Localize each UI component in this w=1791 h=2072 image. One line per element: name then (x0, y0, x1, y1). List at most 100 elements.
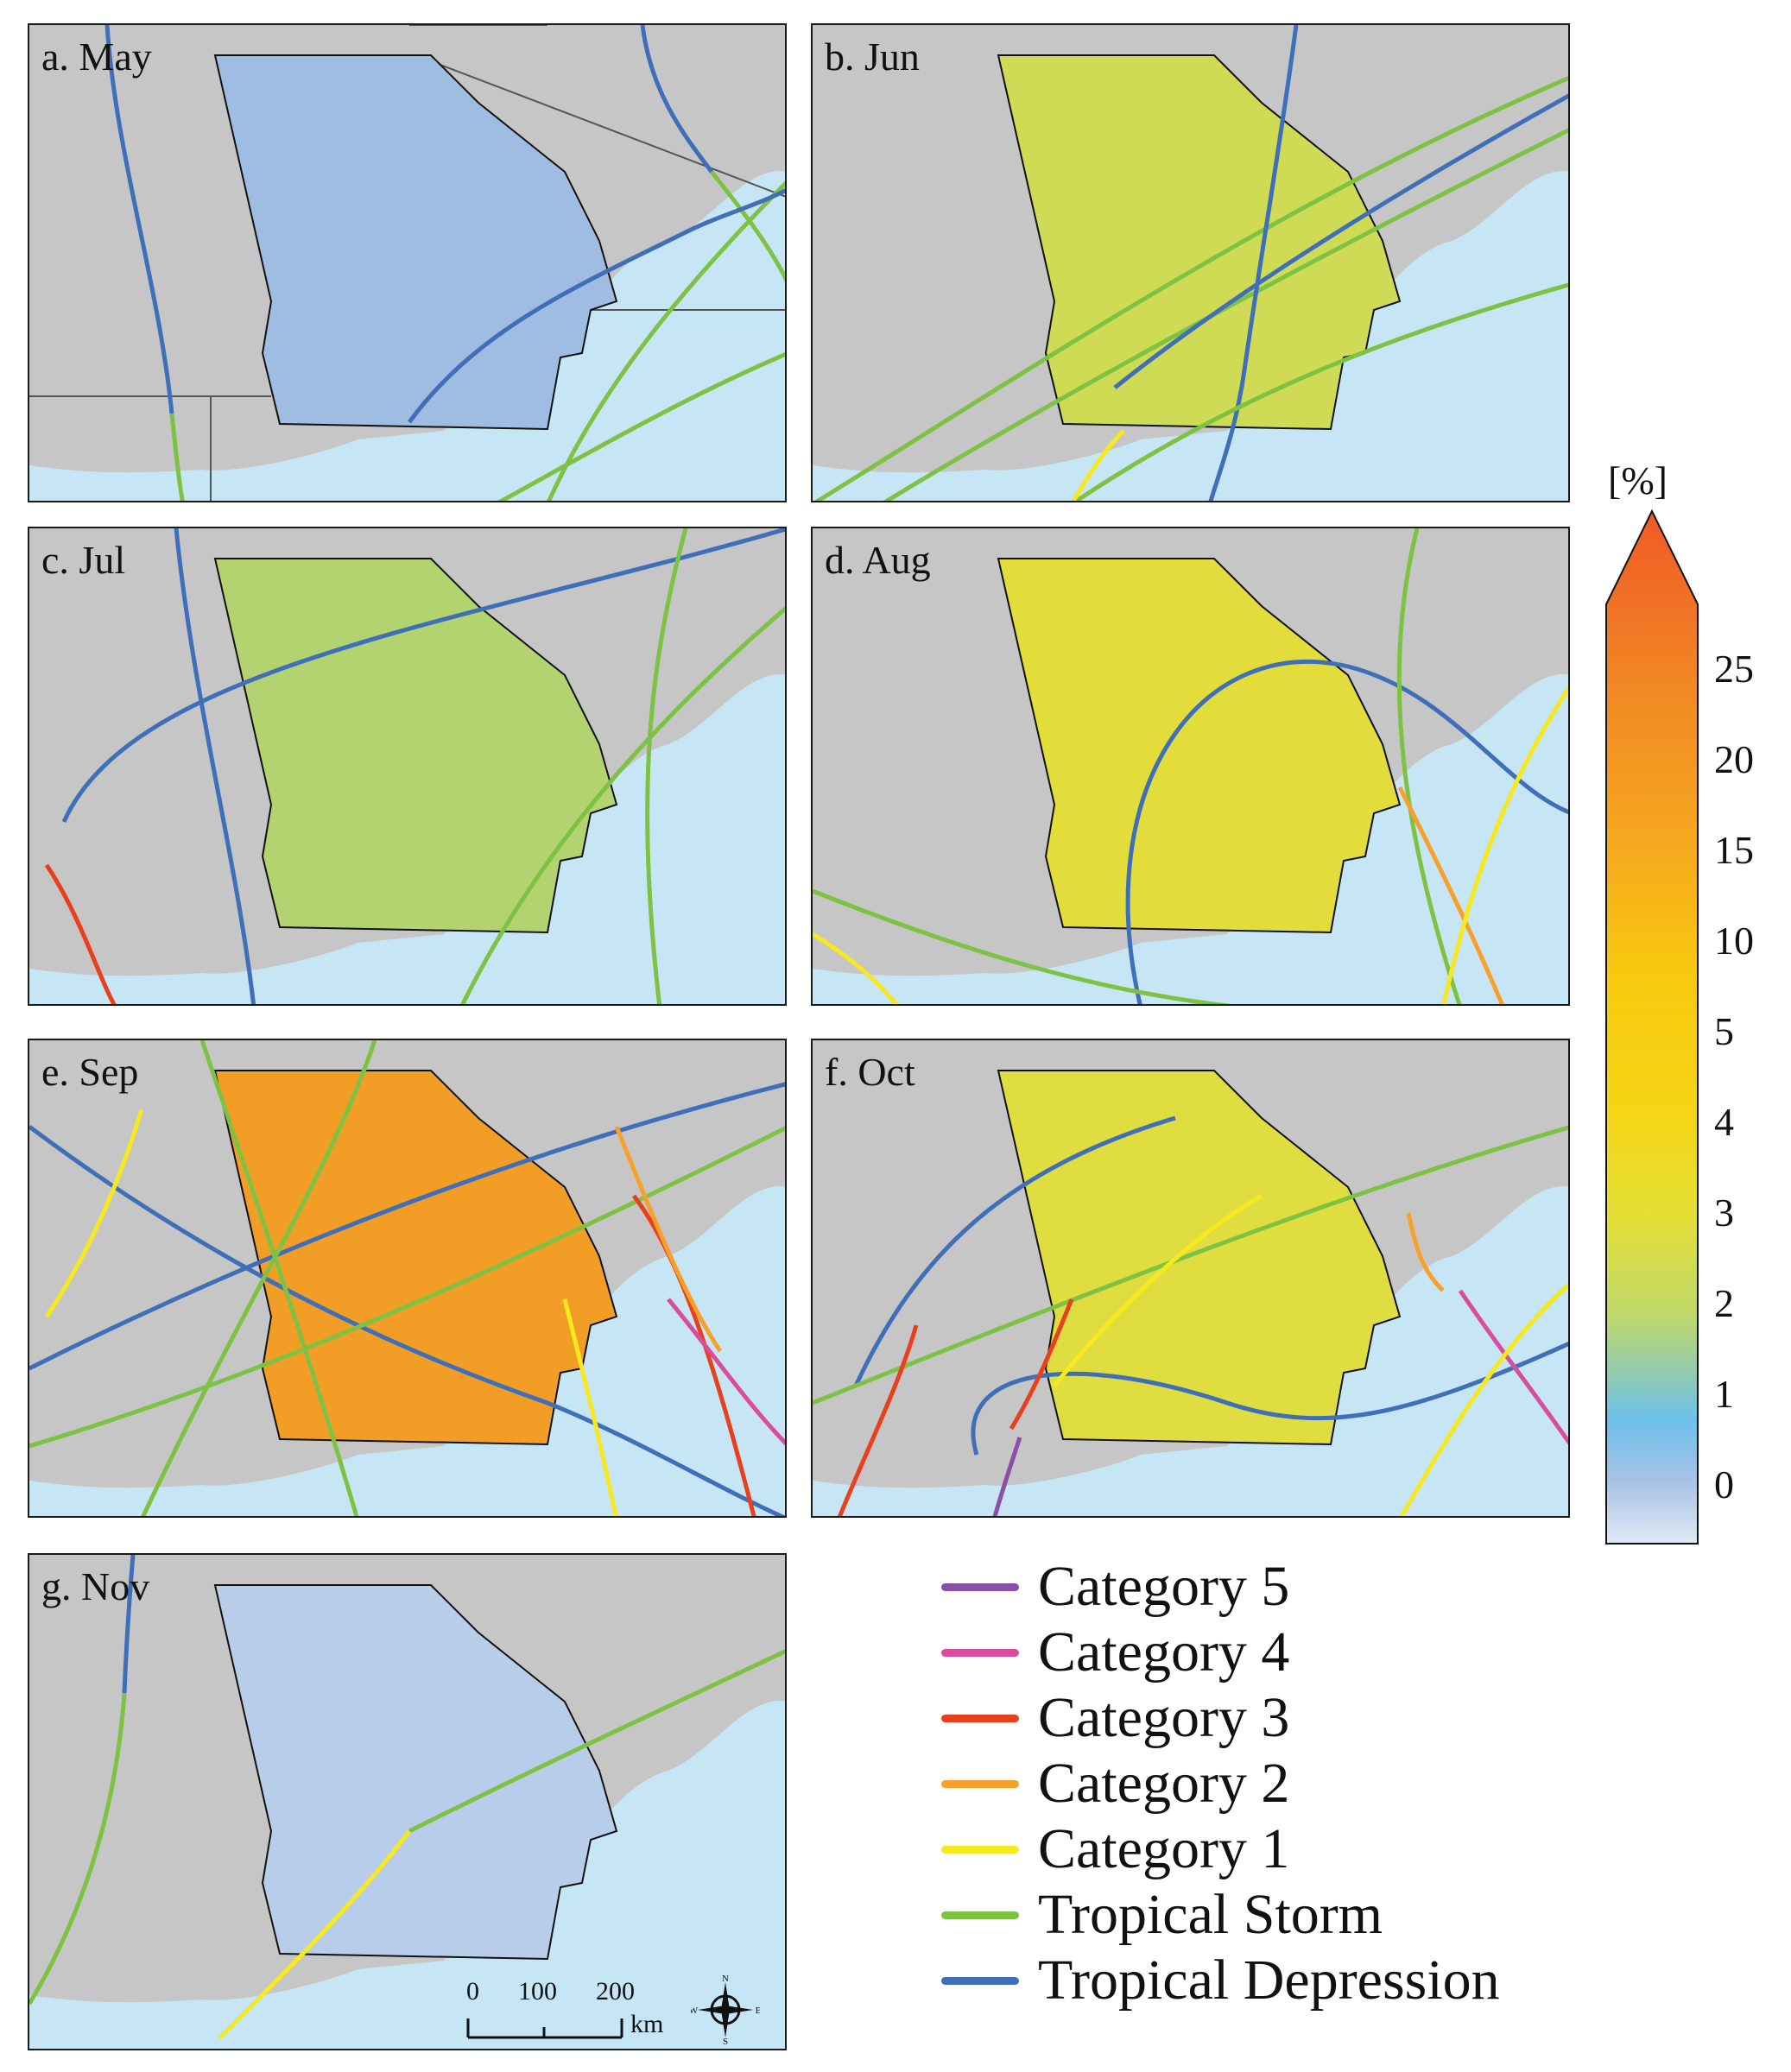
map-panel-sep: e. Sep (28, 1039, 787, 1518)
colorbar-tick: 0 (1714, 1462, 1734, 1507)
georgia (213, 54, 618, 431)
storm-track-ts (29, 1692, 127, 2006)
map-nov (29, 1555, 785, 2040)
storm-track-c3 (631, 1194, 756, 1516)
scale-unit: km (630, 2010, 664, 2038)
legend-label: Tropical Storm (1038, 1883, 1383, 1946)
storm-track-c1b (1399, 1282, 1568, 1516)
storm-track-td (853, 1115, 1176, 1387)
storm-track-ts2 (141, 1040, 377, 1516)
panel-label: f. Oct (825, 1050, 915, 1094)
storm-track-ts (1396, 528, 1462, 1004)
legend-swatch (941, 1649, 1019, 1657)
map-panel-jun: b. Jun (811, 23, 1570, 502)
storm-track-td (1125, 660, 1568, 1004)
scale-label-200: 200 (596, 1977, 635, 2006)
storm-track-c1 (1071, 429, 1125, 501)
colorbar (1605, 509, 1699, 1545)
legend-label: Category 1 (1038, 1817, 1290, 1880)
legend-item-cat4: Category 4 (941, 1620, 1632, 1685)
storm-track-td2 (971, 1342, 1568, 1456)
storm-track-ts (460, 606, 785, 1004)
panel-label: b. Jun (825, 35, 920, 79)
storm-track-c1 (1053, 1193, 1263, 1387)
compass-icon: N S E W (689, 1974, 762, 2047)
legend-label: Category 3 (1038, 1686, 1290, 1749)
storm-track-td2 (174, 528, 256, 1004)
legend-item-cat5: Category 5 (941, 1554, 1632, 1620)
storm-track-td (1208, 25, 1299, 501)
scale-label-100: 100 (518, 1977, 557, 2006)
map-jul (29, 528, 785, 1004)
legend-item-tropical-depression: Tropical Depression (941, 1948, 1632, 2013)
colorbar-tick: 5 (1714, 1009, 1734, 1053)
storm-track-ts (169, 413, 185, 501)
legend-item-tropical-storm: Tropical Storm (941, 1882, 1632, 1948)
storm-track-ts2 (710, 170, 785, 282)
legend-label: Tropical Depression (1038, 1949, 1500, 2012)
panel-label: a. May (41, 35, 152, 79)
legend-swatch (941, 1846, 1019, 1854)
colorbar-tick: 15 (1714, 828, 1754, 872)
storm-track-td2 (640, 25, 713, 174)
colorbar-tick: 1 (1714, 1372, 1734, 1416)
map-panel-may: a. May (28, 23, 787, 502)
map-may (29, 25, 785, 501)
colorbar-tick: 20 (1714, 737, 1754, 781)
storm-track-ts2 (408, 1649, 785, 1834)
legend-label: Category 5 (1038, 1555, 1290, 1618)
storm-track-td (61, 528, 785, 824)
storm-track-c2 (1397, 786, 1505, 1004)
storm-track-c1 (44, 1109, 144, 1318)
map-jun (813, 25, 1568, 501)
storm-track-td3 (407, 188, 785, 424)
storm-track-c4 (667, 1298, 785, 1446)
scale-bar: 0 100 200 km (415, 1977, 674, 2046)
storm-track-td (104, 25, 174, 414)
storm-track-c2 (614, 1126, 723, 1353)
map-panel-nov: g. Nov (28, 1553, 787, 2050)
colorbar-tick: 25 (1714, 647, 1754, 691)
storm-track-c3b (1009, 1298, 1074, 1431)
panel-label: c. Jul (41, 538, 126, 582)
georgia (997, 1070, 1402, 1446)
georgia (213, 558, 618, 934)
storm-track-c2 (1406, 1212, 1445, 1292)
storm-track-c3 (44, 863, 117, 1004)
legend-swatch (941, 1911, 1019, 1919)
georgia (213, 1584, 618, 1961)
scale-ticks (466, 2018, 623, 2039)
legend-item-cat3: Category 3 (941, 1685, 1632, 1751)
compass-e: E (756, 2006, 760, 2016)
storm-track-ts (813, 1125, 1568, 1406)
map-panel-jul: c. Jul (28, 527, 787, 1006)
storm-track-c1 (218, 1829, 411, 2040)
storm-track-ts2 (645, 528, 688, 1004)
compass-w: W (691, 2006, 699, 2016)
storm-track-ts3 (547, 180, 785, 501)
georgia (997, 558, 1402, 934)
map-sep (29, 1040, 785, 1516)
storm-track-c1 (813, 932, 899, 1004)
legend-label: Category 4 (1038, 1620, 1290, 1684)
map-panel-aug: d. Aug (811, 527, 1570, 1006)
scale-label-0: 0 (466, 1977, 479, 2006)
storm-track-c5 (992, 1437, 1022, 1516)
storm-track-ts (813, 75, 1568, 501)
storm-track-td2 (1113, 93, 1568, 389)
map-aug (813, 528, 1568, 1004)
colorbar-unit: [%] (1608, 458, 1668, 502)
compass-n: N (722, 1975, 729, 1984)
panel-label: g. Nov (41, 1564, 150, 1608)
storm-track-c4 (1458, 1289, 1568, 1445)
storm-track-td (29, 1124, 785, 1516)
compass-s: S (723, 2037, 728, 2044)
state-borders (29, 25, 785, 501)
colorbar-tick: 2 (1714, 1281, 1734, 1325)
legend-swatch (941, 1977, 1019, 1985)
storm-track-ts4 (497, 351, 785, 501)
legend-swatch (941, 1715, 1019, 1722)
georgia (997, 54, 1402, 431)
panel-label: e. Sep (41, 1050, 139, 1094)
storm-track-c1b (562, 1298, 618, 1516)
